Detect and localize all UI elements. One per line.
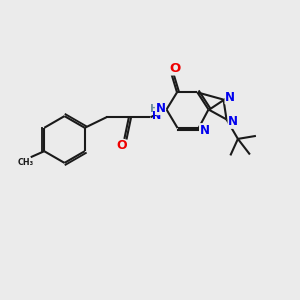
Text: N: N — [225, 91, 235, 104]
Text: O: O — [169, 62, 180, 75]
Text: N: N — [228, 115, 238, 128]
Text: N: N — [200, 124, 210, 137]
Text: CH₃: CH₃ — [17, 158, 33, 167]
Text: H: H — [150, 104, 158, 114]
Text: N: N — [155, 101, 166, 115]
Text: O: O — [117, 139, 127, 152]
Text: N: N — [152, 111, 162, 121]
